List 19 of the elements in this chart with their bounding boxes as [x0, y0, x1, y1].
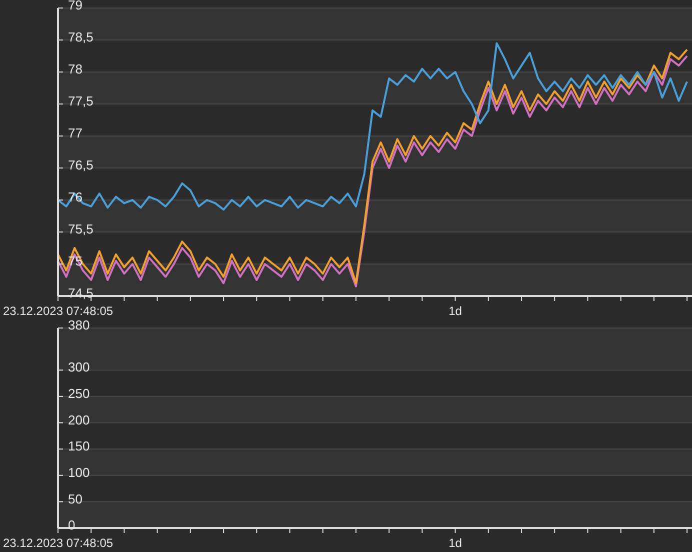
y-tick-label: 150	[68, 438, 90, 454]
y-tick-label: 75,5	[68, 222, 94, 237]
y-tick-label: 77,5	[68, 94, 94, 109]
y-tick-label: 200	[68, 412, 90, 428]
x-tick-label: 1d	[448, 536, 462, 550]
y-tick-label: 75	[68, 254, 82, 269]
y-tick-label: 250	[68, 386, 90, 402]
x-tick-label: 23.12.2023 07:48:05	[2, 304, 114, 318]
y-tick-label: 300	[68, 360, 90, 375]
y-tick-label: 78,5	[68, 30, 94, 45]
y-tick-label: 380	[68, 318, 90, 333]
y-tick-label: 77	[68, 126, 82, 141]
y-tick-label: 76,5	[68, 158, 94, 173]
x-tick-label: 1d	[448, 304, 462, 318]
y-tick-label: 100	[68, 464, 90, 480]
y-tick-label: 78	[68, 62, 82, 77]
y-tick-label: 50	[68, 491, 82, 506]
y-tick-label: 79	[68, 0, 82, 13]
x-tick-label: 23.12.2023 07:48:05	[2, 536, 114, 550]
